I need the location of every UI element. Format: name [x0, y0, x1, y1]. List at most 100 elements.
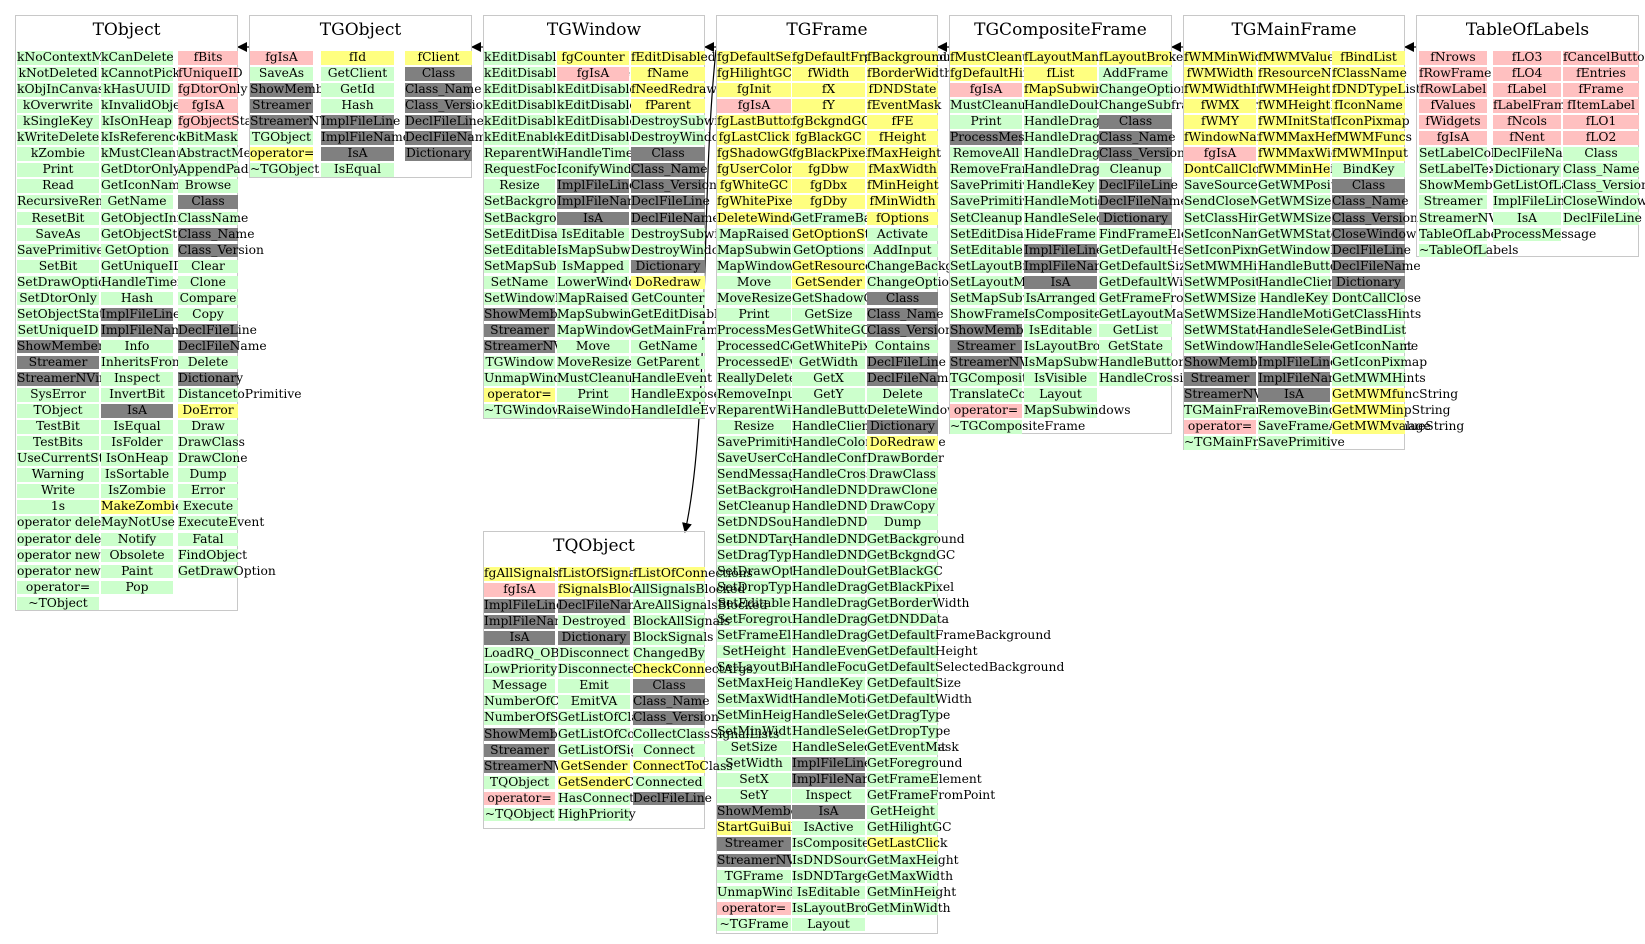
class-member: GetMaxHeight — [867, 852, 959, 867]
class-member: fDNDTypeList — [1332, 82, 1421, 97]
class-member: kEditDisableLayout — [484, 82, 607, 97]
class-member: SetDNDTarget — [717, 531, 809, 546]
class-member: Disconnect — [558, 646, 630, 661]
class-member: fgCounter — [557, 50, 629, 65]
class-member: GetShadowGC — [792, 290, 883, 306]
class-member: fWidth — [792, 67, 865, 81]
class-member: fLO1 — [1563, 115, 1639, 129]
class-member: HandleDNDEnter — [792, 499, 903, 514]
class-member: fgIsA — [178, 99, 238, 113]
class-member: DeleteWindowCalled — [717, 210, 848, 225]
class-member: SendCloseMessage — [1184, 194, 1305, 209]
class-member: SetY — [717, 789, 791, 803]
class-member: DistancetoPrimitive — [178, 387, 302, 402]
class-member: Browse — [178, 179, 238, 193]
class-member: BlockSignals — [633, 630, 714, 645]
class-member: SendMessage — [717, 467, 804, 482]
class-member: ImplFileLine — [1258, 354, 1338, 370]
class-member: Streamer — [484, 743, 555, 758]
class-member: Class_Name — [867, 306, 944, 322]
class-member: fLabel — [1493, 83, 1561, 97]
class-member: fgObjectStat — [178, 114, 257, 129]
class-member: GetBlackGC — [867, 563, 943, 579]
class-member: GetMinHeight — [867, 884, 957, 900]
class-member: MapSubwindows — [1024, 403, 1131, 418]
class-member: DeclFileName — [178, 338, 267, 354]
class-member: ImplFileName — [321, 130, 411, 145]
class-member: Emit — [558, 679, 630, 693]
class-member: TGWindow — [484, 354, 555, 370]
class-member: fIconPixmap — [1332, 114, 1410, 129]
class-member: GetListOfLabels — [1493, 178, 1594, 193]
class-member: GetDefaultSize — [867, 675, 961, 691]
class-box-tqobject: TQObject fgAllSignalsBlocked fgIsA ImplFile… — [483, 531, 779, 829]
class-member: fWMHeightInc — [1258, 98, 1351, 113]
class-member: GetIconName — [101, 178, 188, 193]
class-member: Class — [1332, 179, 1405, 193]
class-member: SavePrimitive — [950, 178, 1037, 193]
class-member: kZombie — [17, 147, 99, 161]
class-member: GetWMState — [1258, 226, 1339, 242]
class-member: DrawBorder — [867, 451, 944, 466]
class-member: kNoContextMenu — [17, 50, 128, 65]
class-member: HandleKey — [1258, 290, 1330, 306]
class-member: fIconName — [1332, 99, 1405, 113]
class-member: operator= — [484, 388, 555, 402]
class-member: GetBackground — [867, 531, 965, 546]
class-member: ShowMembers — [484, 726, 578, 741]
class-member: SetWMPosition — [1184, 274, 1280, 290]
class-member: CheckConnectArgs — [633, 662, 753, 677]
class-member: operator delete[] — [17, 531, 124, 546]
class-member: GetHeight — [867, 805, 938, 819]
class-member: IsComposite — [1024, 306, 1102, 322]
class-member: kIsOnHeap — [101, 114, 173, 129]
class-member: Inspect — [101, 371, 173, 386]
class-member: kSingleKey — [17, 115, 99, 129]
class-member: Class — [405, 67, 472, 81]
class-member: Class_Version — [633, 710, 719, 725]
class-member: GetMWMinpString — [1332, 403, 1451, 418]
class-member: MoveResize — [717, 290, 792, 306]
class-member: fgShadowGC — [717, 146, 799, 161]
class-title: TGCompositeFrame — [974, 20, 1147, 40]
class-member: IsA — [1258, 388, 1330, 402]
class-member: SavePrimitive — [717, 435, 804, 450]
class-member: IsEqual — [101, 420, 173, 434]
class-member: fItemLabel — [1563, 99, 1639, 113]
class-member: GetDefaultHeight — [867, 643, 978, 659]
class-member: IsLayoutBroken — [1024, 338, 1123, 354]
class-member: HandleDNDDrop — [792, 483, 899, 498]
class-member: operator= — [250, 146, 315, 161]
class-member: ReparentWindow — [717, 403, 825, 418]
class-member: HandleMotion — [792, 692, 882, 707]
class-member: Move — [557, 339, 629, 354]
class-member: SetFrameElement — [717, 627, 831, 643]
class-member: Streamer — [484, 323, 555, 338]
class-member: UseCurrentStyle — [17, 451, 122, 466]
class-member: GetForeground — [867, 756, 963, 771]
class-member: TranslateCoordinates — [950, 387, 1085, 402]
class-member: fgBckgndGC — [792, 114, 871, 129]
class-member: fgWhitePixel — [717, 194, 797, 209]
class-member: GetOption — [101, 243, 173, 258]
class-member: StreamerNVirtual — [1419, 210, 1532, 225]
class-member: SavePrimitiveSubframes — [950, 195, 1104, 209]
class-member: Draw — [178, 420, 238, 434]
class-box-tgframe: TGFrame fgDefaultSelectedBackgroundfgHili… — [716, 15, 1064, 934]
class-member: RemoveBind — [1258, 403, 1337, 418]
class-member: AreAllSignalsBlocked — [633, 598, 768, 613]
class-member: InheritsFrom — [101, 354, 184, 370]
class-member: fName — [631, 67, 705, 81]
class-member: HandleDragDrop — [1024, 114, 1132, 129]
class-member: GetBindList — [1332, 322, 1407, 338]
class-member: DeclFileLine — [1099, 178, 1178, 193]
class-member: Warning — [17, 468, 99, 482]
class-member: GetDNDData — [867, 611, 949, 627]
class-member: SavePrimitive — [17, 242, 104, 258]
class-member: DeclFileLine — [867, 354, 946, 370]
class-member: DeclFileLine — [1332, 242, 1411, 258]
class-member: ChangedBy — [633, 646, 705, 661]
class-member: HandleFocusChange — [792, 659, 922, 675]
class-member: fCancelButton — [1563, 50, 1645, 65]
